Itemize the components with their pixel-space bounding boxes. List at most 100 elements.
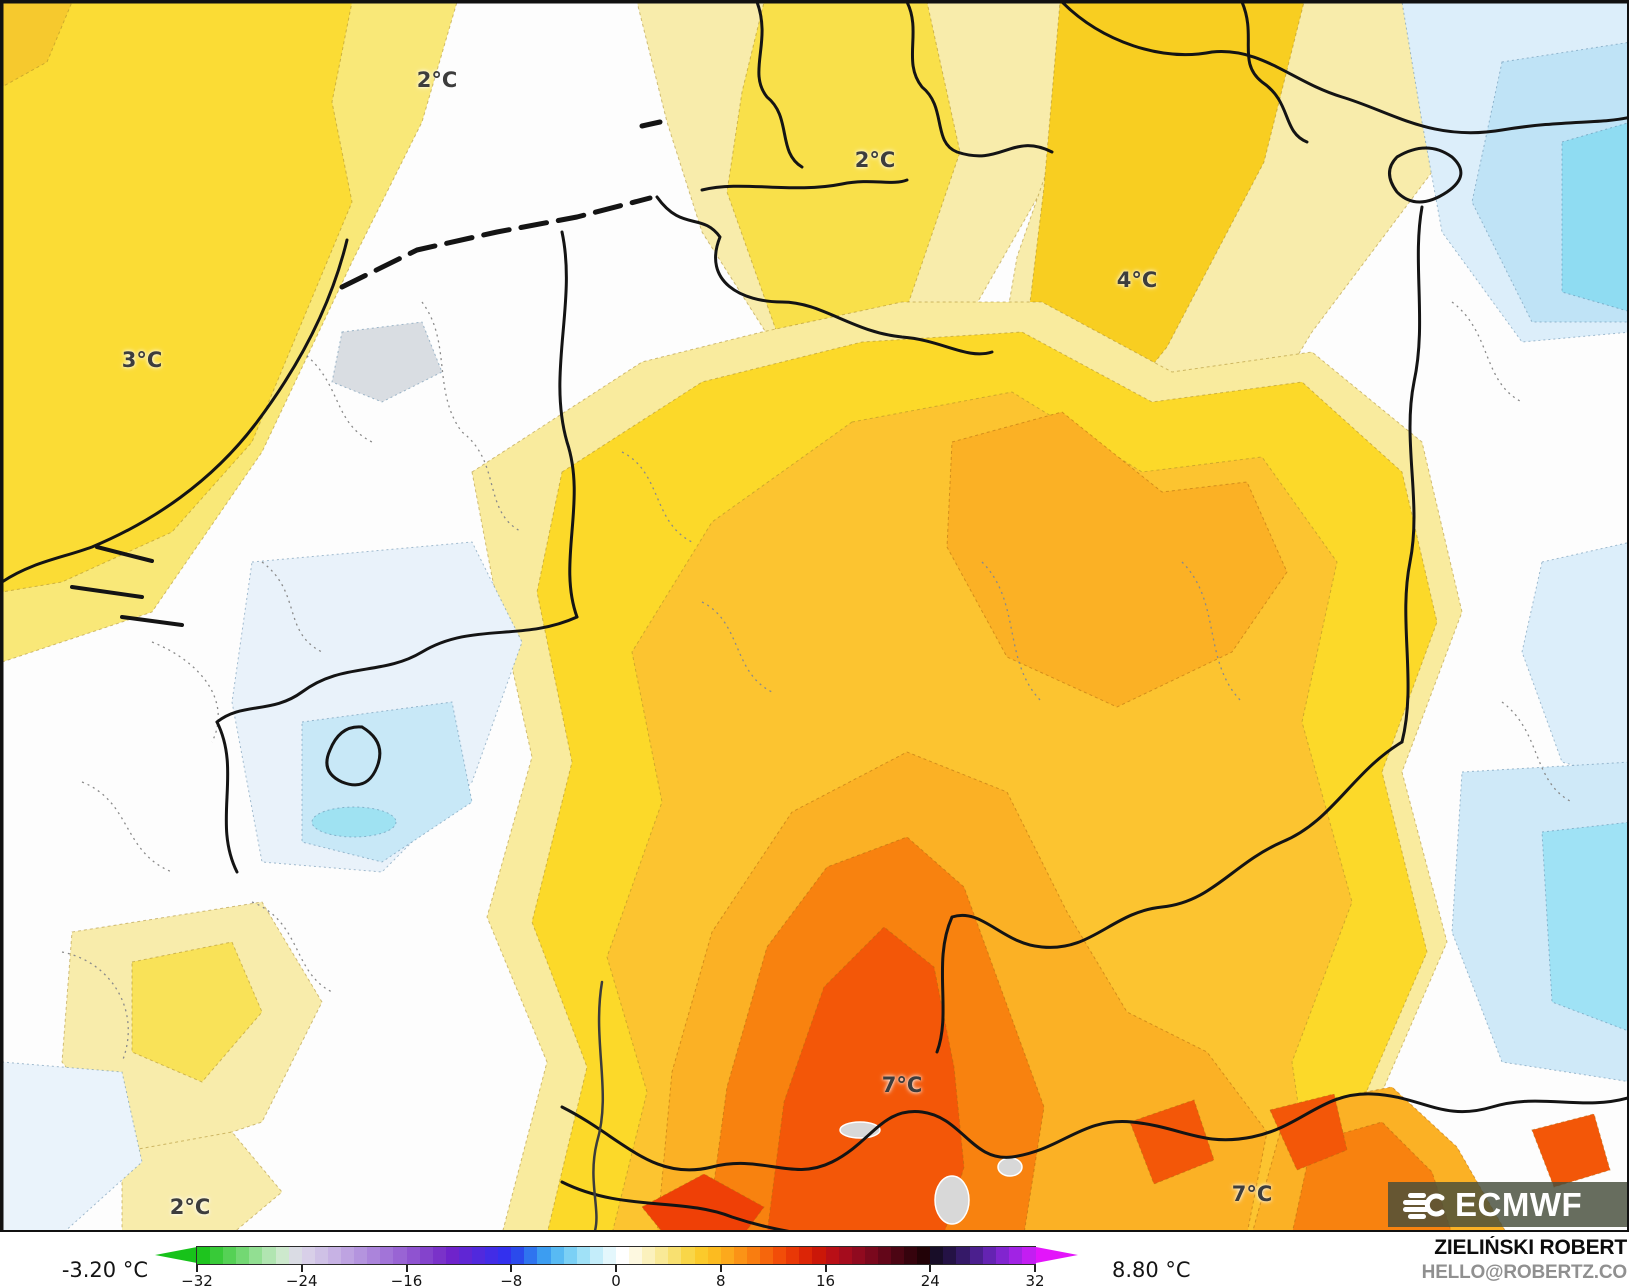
colorbar-tick (510, 1265, 513, 1272)
colorbar-segment (563, 1247, 578, 1264)
colorbar-segment (406, 1247, 421, 1264)
colorbar-tick-label: 0 (611, 1272, 621, 1287)
temperature-map: 2°C 3°C 2°C 4°C 7°C 7°C 2°C ECMWF (0, 0, 1629, 1232)
ecmwf-logo-text: ECMWF (1455, 1185, 1583, 1223)
colorbar-segment (694, 1247, 709, 1264)
colorbar-segment (576, 1247, 591, 1264)
colorbar-segment (511, 1247, 525, 1264)
colorbar-segment (393, 1247, 408, 1264)
colorbar-tick-label: −16 (390, 1272, 423, 1287)
colorbar-segment (616, 1247, 630, 1264)
cool-fill-regions (2, 2, 1627, 1230)
colorbar-tick-label: 24 (920, 1272, 940, 1287)
colorbar-tick (196, 1265, 198, 1272)
temp-fill-regions (2, 2, 1611, 1230)
colorbar-segment (458, 1247, 473, 1264)
colorbar-segment (1021, 1247, 1036, 1264)
regional-borders (61, 301, 1573, 1063)
colorbar-tick (1034, 1265, 1036, 1272)
colorbar-tick (300, 1265, 303, 1272)
colorbar-segment (210, 1247, 224, 1264)
colorbar-segment (930, 1247, 944, 1264)
colorbar-segment (838, 1247, 853, 1264)
colorbar-segment (419, 1247, 434, 1264)
colorbar-segment (877, 1247, 892, 1264)
colorbar-tick (929, 1265, 932, 1272)
colorbar-segment (249, 1247, 264, 1264)
colorbar-segment (825, 1247, 840, 1264)
colorbar (196, 1246, 1036, 1265)
colorbar-segment (864, 1247, 879, 1264)
colorbar-segment (354, 1247, 368, 1264)
ecmwf-logo-icon (1403, 1192, 1445, 1219)
colorbar-segment (956, 1247, 971, 1264)
colorbar-segment (786, 1247, 800, 1264)
colorbar-segment (341, 1247, 355, 1264)
colorbar-segment (707, 1247, 722, 1264)
colorbar-segment (301, 1247, 316, 1264)
colorbar-tick-label: 32 (1025, 1272, 1045, 1287)
colorbar-segment (812, 1247, 827, 1264)
colorbar-segment (773, 1247, 787, 1264)
colorbar-segment (288, 1247, 303, 1264)
colorbar-segment (760, 1247, 774, 1264)
colorbar-segment (982, 1247, 997, 1264)
colorbar-segment (314, 1247, 329, 1264)
colorbar-segment (629, 1247, 643, 1264)
colorbar-segment (602, 1247, 617, 1264)
colorbar-segment (537, 1247, 552, 1264)
colorbar-tick-label: −32 (181, 1272, 213, 1287)
attribution-author: ZIELIŃSKI ROBERT (1434, 1236, 1627, 1259)
colorbar-max-label: 8.80 °C (1112, 1258, 1191, 1282)
colorbar-segment (432, 1247, 447, 1264)
colorbar-segment (327, 1247, 342, 1264)
colorbar-segment (445, 1247, 460, 1264)
colorbar-segment (943, 1247, 958, 1264)
colorbar-segment (524, 1247, 539, 1264)
colorbar-segment (733, 1247, 748, 1264)
colorbar-segment (550, 1247, 565, 1264)
colorbar-legend: -3.20 °C −32 −24 −16 −8 0 8 16 24 32 8.80 °C ZIE… (0, 1232, 1629, 1287)
colorbar-segment (969, 1247, 984, 1264)
colorbar-tick (824, 1265, 827, 1272)
colorbar-segment (851, 1247, 866, 1264)
colorbar-segment (904, 1247, 918, 1264)
colorbar-segment (1008, 1247, 1023, 1264)
colorbar-left-arrow (155, 1247, 197, 1263)
colorbar-segment (498, 1247, 512, 1264)
colorbar-segment (197, 1247, 211, 1264)
colorbar-segment (746, 1247, 761, 1264)
colorbar-segment (655, 1247, 669, 1264)
colorbar-segment (223, 1247, 237, 1264)
colorbar-segment (275, 1247, 290, 1264)
colorbar-segment (380, 1247, 394, 1264)
colorbar-segment (799, 1247, 813, 1264)
colorbar-tick (615, 1265, 617, 1272)
colorbar-tick-label: −8 (500, 1272, 523, 1287)
colorbar-tick-label: 8 (715, 1272, 726, 1287)
colorbar-right-arrow (1036, 1247, 1078, 1263)
colorbar-segment (642, 1247, 656, 1264)
colorbar-segment (681, 1247, 696, 1264)
colorbar-segment (995, 1247, 1010, 1264)
colorbar-tick (405, 1265, 408, 1272)
colorbar-segment (236, 1247, 250, 1264)
colorbar-tick-label: −24 (285, 1272, 318, 1287)
attribution-contact: HELLO@ROBERTZ.CO (1421, 1262, 1627, 1283)
colorbar-segment (485, 1247, 499, 1264)
attribution: ZIELIŃSKI ROBERT HELLO@ROBERTZ.CO (1027, 1236, 1627, 1284)
country-borders (2, 2, 1627, 1230)
colorbar-segment (720, 1247, 735, 1264)
colorbar-tick (719, 1265, 722, 1272)
colorbar-segment (471, 1247, 486, 1264)
colorbar-segment (589, 1247, 604, 1264)
colorbar-min-label: -3.20 °C (61, 1258, 148, 1282)
ecmwf-watermark: ECMWF (1388, 1182, 1627, 1227)
colorbar-segment (890, 1247, 905, 1264)
temperature-map-svg (2, 2, 1627, 1230)
colorbar-segment (668, 1247, 683, 1264)
colorbar-segment (917, 1247, 931, 1264)
colorbar-tick-label: 16 (815, 1272, 836, 1287)
colorbar-segment (262, 1247, 277, 1264)
